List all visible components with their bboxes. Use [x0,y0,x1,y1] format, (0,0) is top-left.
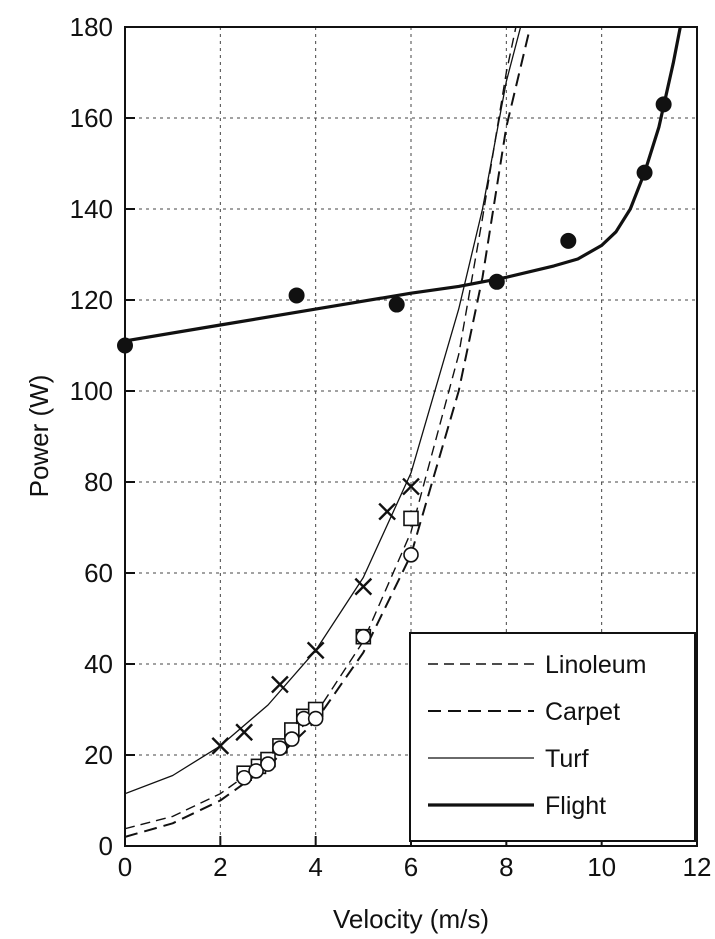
curve-turf [125,27,522,795]
y-tick-label: 120 [70,285,113,315]
point-turf [271,675,289,694]
y-tick-label: 160 [70,103,113,133]
point-carpet [260,756,276,772]
y-tick-label: 180 [70,12,113,42]
point-carpet [403,546,419,563]
x-tick-label: 6 [404,852,418,882]
curve-carpet [125,27,532,838]
point-flight [488,273,505,290]
y-tick-label: 20 [84,740,113,770]
x-tick-label: 4 [308,852,322,882]
point-carpet [248,763,264,779]
x-axis-label: Velocity (m/s) [333,904,489,934]
point-turf [306,641,325,660]
x-tick-label: 8 [499,852,513,882]
x-tick-label: 0 [118,852,132,882]
point-flight [560,232,577,249]
y-tick-label: 80 [84,467,113,497]
point-flight [288,287,305,304]
y-axis-label: Power (W) [24,375,54,498]
point-linoleum [403,510,419,527]
y-tick-label: 140 [70,194,113,224]
point-flight [388,296,405,313]
x-tick-label: 10 [587,852,616,882]
y-tick-label: 40 [84,649,113,679]
legend: Linoleum Carpet Turf Flight [409,632,696,842]
point-turf [402,477,420,496]
point-carpet [284,731,300,747]
point-turf [235,723,254,742]
point-carpet [236,769,252,786]
point-turf [211,737,230,755]
y-tick-label: 100 [70,376,113,406]
point-turf [354,577,373,596]
x-tick-label: 2 [213,852,227,882]
point-carpet [307,710,324,727]
point-flight [636,164,653,181]
legend-label-carpet: Carpet [545,698,620,726]
y-tick-label: 60 [84,558,113,588]
point-carpet [355,628,372,645]
point-turf [378,502,397,521]
legend-label-turf: Turf [545,745,589,773]
x-tick-label: 12 [683,852,712,882]
legend-label-linoleum: Linoleum [545,651,646,679]
point-carpet [272,740,288,756]
y-tick-label: 0 [99,831,113,861]
legend-label-flight: Flight [545,792,606,820]
curve-flight [125,27,682,343]
point-flight [655,96,672,113]
